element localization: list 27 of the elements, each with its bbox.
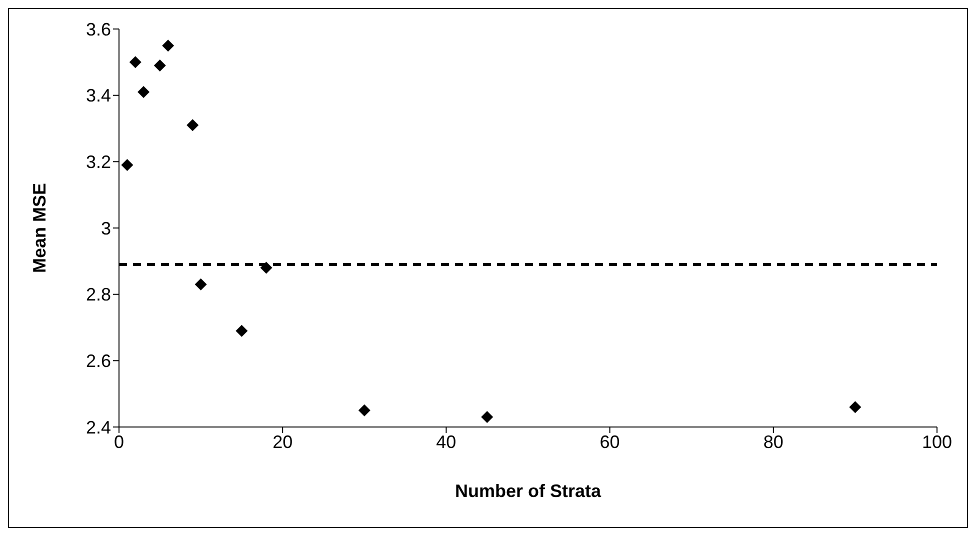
x-tick-label: 20 — [272, 432, 293, 452]
point — [849, 401, 862, 414]
x-tick-label: 60 — [600, 432, 620, 452]
point — [129, 56, 142, 68]
point — [481, 411, 494, 424]
point — [260, 262, 272, 274]
y-tick-label: 3.2 — [86, 152, 111, 172]
y-tick-label: 3.6 — [86, 19, 111, 40]
y-tick-label: 3.4 — [86, 86, 111, 106]
point — [121, 158, 134, 171]
point — [154, 59, 166, 72]
point — [138, 86, 150, 98]
y-tick-label: 3 — [100, 218, 111, 238]
x-tick-label: 100 — [922, 432, 952, 452]
point — [194, 278, 207, 290]
y-tick-label: 2.8 — [86, 284, 111, 305]
x-tick-label: 40 — [436, 432, 456, 452]
y-tick-label: 2.4 — [86, 417, 111, 438]
y-axis-title: Mean MSE — [29, 182, 50, 274]
x-tick-label: 0 — [114, 432, 124, 452]
y-tick-label: 2.6 — [86, 351, 111, 372]
x-axis-title: Number of Strata — [454, 481, 602, 501]
point — [358, 404, 370, 416]
point — [236, 324, 248, 337]
point — [186, 119, 199, 132]
x-tick-label: 80 — [763, 432, 784, 452]
point — [162, 40, 174, 52]
